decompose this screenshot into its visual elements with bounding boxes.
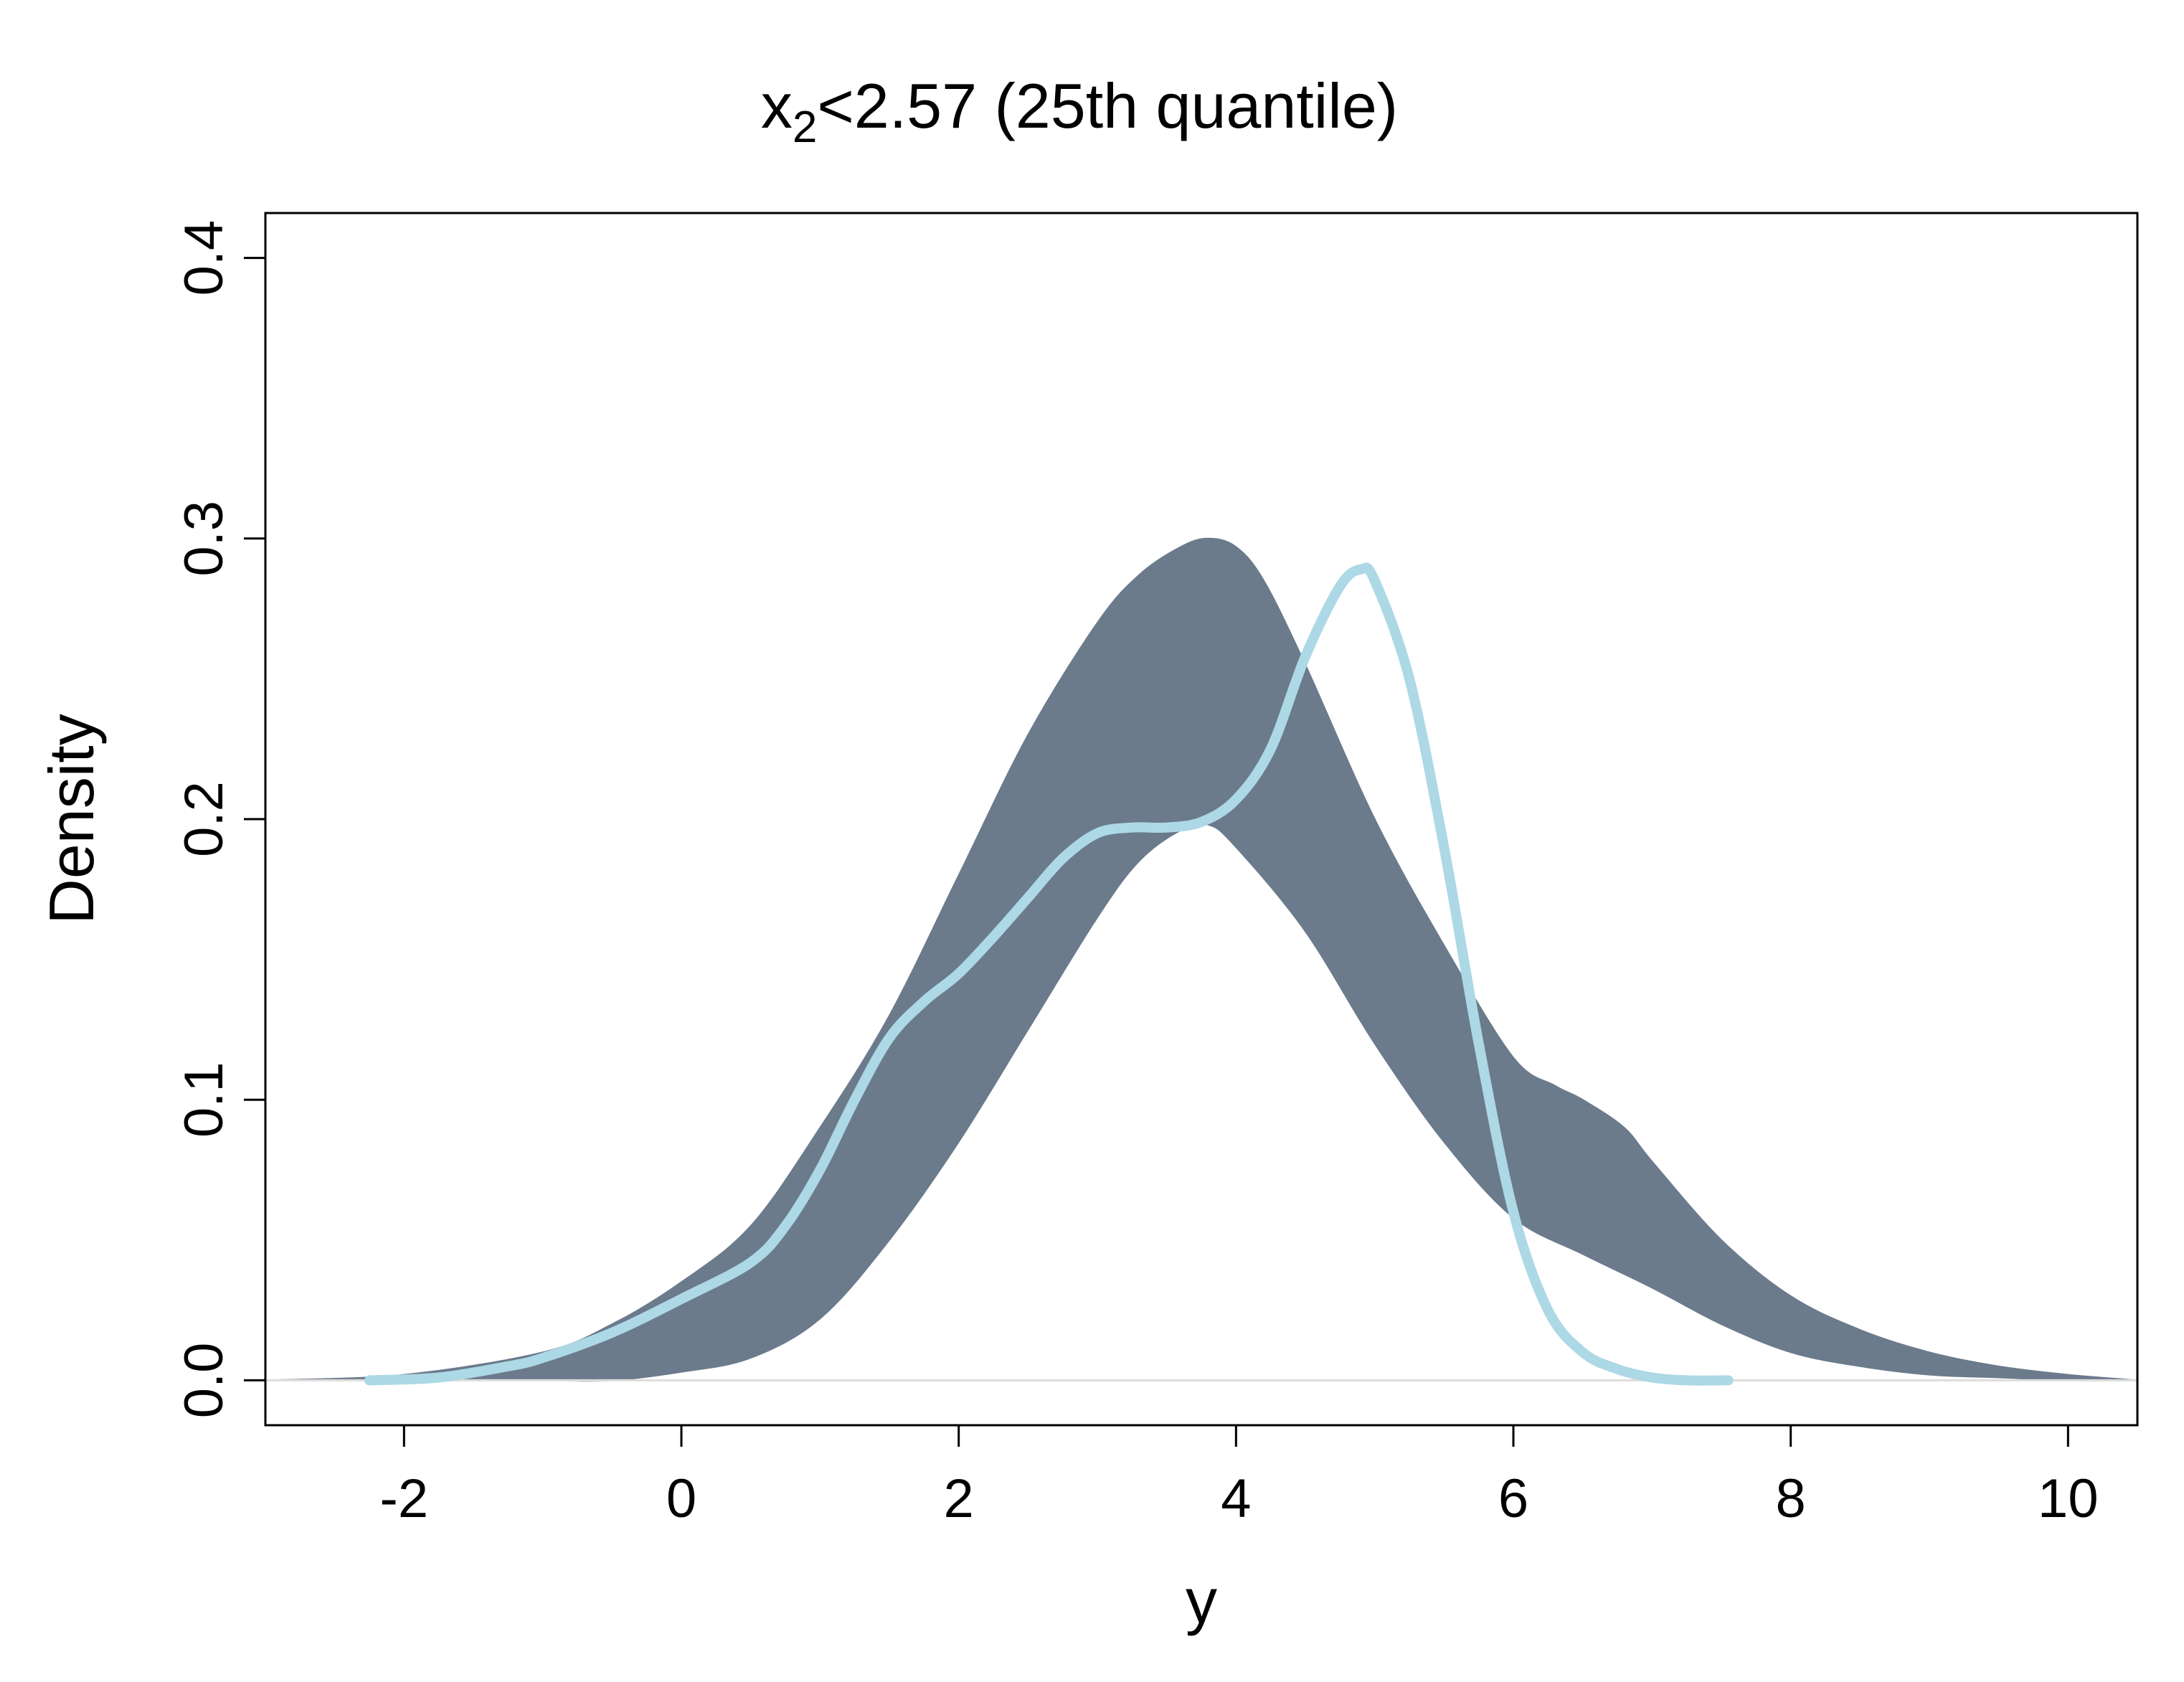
chart-title: x2<2.57 (25th quantile) — [761, 70, 1398, 152]
x-tick-label: 0 — [666, 1468, 696, 1529]
x-tick-label: 2 — [944, 1468, 974, 1529]
replicate-density-envelope — [265, 537, 2138, 1382]
observed-density-line — [364, 562, 1734, 1386]
x-tick-label: -2 — [380, 1468, 429, 1529]
y-tick-label: 0.2 — [174, 781, 235, 857]
title-subscript: 2 — [793, 103, 817, 152]
title-rest: <2.57 (25th quantile) — [817, 70, 1398, 141]
y-tick-label: 0.4 — [174, 220, 235, 296]
x-axis-title: y — [1186, 1565, 1217, 1636]
y-tick-label: 0.3 — [174, 501, 235, 577]
y-axis-title: Density — [36, 714, 107, 924]
title-base: x — [761, 70, 793, 141]
x-tick-label: 10 — [2038, 1468, 2099, 1529]
x-tick-label: 4 — [1221, 1468, 1251, 1529]
y-tick-label: 0.1 — [174, 1062, 235, 1138]
x-tick-label: 8 — [1776, 1468, 1806, 1529]
x-tick-label: 6 — [1498, 1468, 1528, 1529]
y-tick-label: 0.0 — [174, 1343, 235, 1419]
plot-area — [265, 537, 2138, 1386]
x-axis: -2 0 2 4 6 8 10 — [380, 1424, 2099, 1529]
y-axis: 0.0 0.1 0.2 0.3 0.4 — [174, 220, 267, 1419]
